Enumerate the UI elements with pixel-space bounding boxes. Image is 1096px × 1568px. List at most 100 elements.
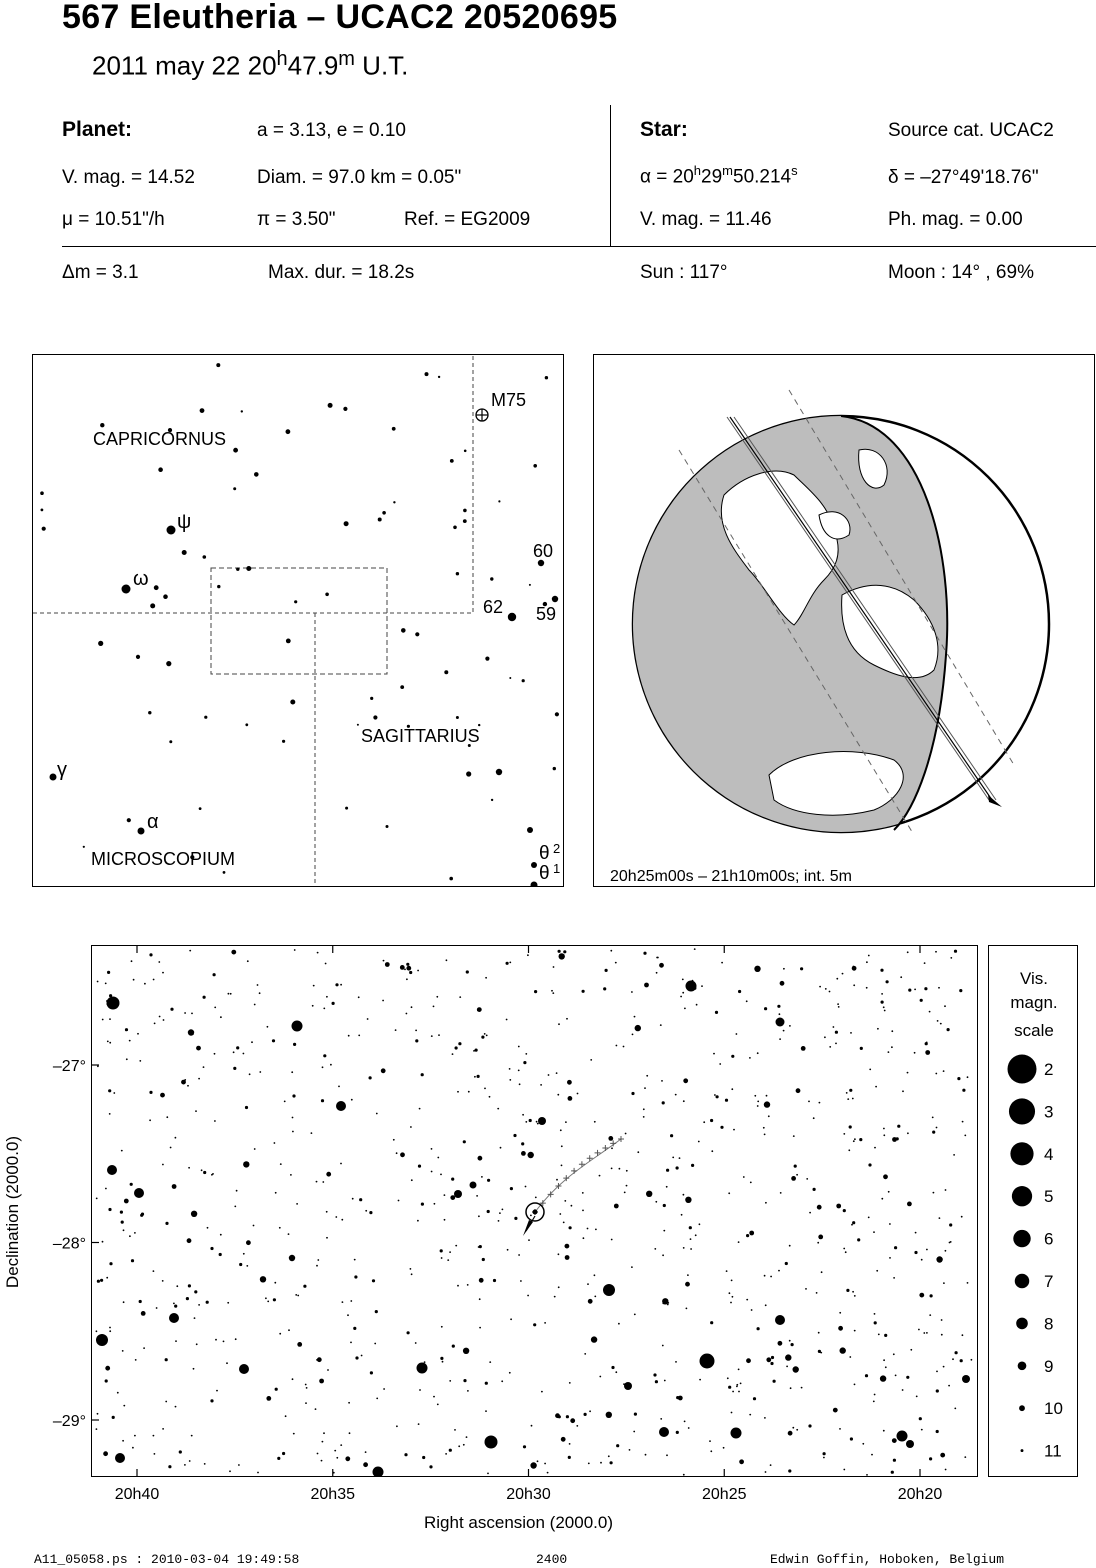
detail-star xyxy=(510,1318,512,1321)
detail-star xyxy=(106,1000,108,1002)
detail-star xyxy=(406,965,412,971)
detail-star xyxy=(737,1241,740,1243)
finder-star xyxy=(415,632,420,637)
detail-star xyxy=(325,1210,328,1213)
detail-star xyxy=(642,1116,645,1118)
detail-star xyxy=(430,1035,433,1037)
detail-star xyxy=(615,1044,618,1047)
detail-star xyxy=(889,1223,891,1225)
detail-star xyxy=(946,1028,950,1032)
detail-star xyxy=(608,1136,614,1141)
detail-star xyxy=(816,1204,822,1210)
sun-elongation: Sun : 117° xyxy=(640,262,728,283)
finder-star xyxy=(495,768,503,776)
detail-star xyxy=(731,1088,734,1091)
detail-star xyxy=(902,1090,904,1093)
planet-heading: Planet: xyxy=(62,118,133,141)
detail-star xyxy=(173,1302,175,1305)
detail-star xyxy=(100,1278,104,1282)
detail-star xyxy=(181,1079,186,1085)
detail-star xyxy=(213,1052,216,1055)
detail-star xyxy=(633,1412,638,1416)
detail-star xyxy=(266,1025,269,1028)
detail-star xyxy=(789,1025,791,1027)
detail-star xyxy=(815,1292,818,1294)
detail-star xyxy=(143,1347,145,1349)
detail-star xyxy=(326,1171,332,1177)
detail-star xyxy=(108,1113,111,1115)
detail-star xyxy=(752,1397,757,1401)
detail-star xyxy=(944,1468,947,1471)
detail-star xyxy=(782,1029,785,1032)
detail-star xyxy=(644,982,649,988)
detail-star xyxy=(552,992,555,994)
detail-star xyxy=(737,1368,740,1371)
detail-star xyxy=(292,1130,294,1133)
detail-star xyxy=(777,1340,783,1346)
detail-star xyxy=(618,1322,620,1325)
detail-star xyxy=(709,1440,711,1442)
detail-star xyxy=(764,1007,768,1011)
detail-star xyxy=(395,1152,398,1155)
detail-star xyxy=(488,1095,491,1098)
detail-star xyxy=(703,1121,706,1124)
detail-star xyxy=(420,1202,424,1206)
detail-star xyxy=(873,1321,877,1325)
detail-star xyxy=(476,1195,478,1197)
detail-star xyxy=(292,1094,296,1098)
detail-star xyxy=(164,1358,168,1362)
legend-dot xyxy=(1017,1361,1027,1371)
detail-star xyxy=(138,1299,142,1304)
detail-star xyxy=(287,1233,290,1235)
detail-star xyxy=(410,1273,413,1276)
detail-star xyxy=(867,1216,870,1219)
finder-star xyxy=(150,603,156,609)
detail-star xyxy=(738,989,742,994)
finder-star xyxy=(217,584,221,589)
x-axis-label: Right ascension (2000.0) xyxy=(424,1513,614,1532)
detail-star xyxy=(710,1118,714,1123)
detail-star xyxy=(497,1220,500,1222)
detail-star xyxy=(812,1117,815,1120)
detail-star xyxy=(414,1342,417,1344)
detail-star xyxy=(959,989,963,993)
detail-star xyxy=(628,1449,631,1451)
detail-star xyxy=(728,1192,731,1195)
detail-star xyxy=(429,1465,433,1469)
detail-star xyxy=(96,1412,99,1415)
detail-star xyxy=(447,1259,450,1261)
detail-star xyxy=(631,1091,635,1096)
detail-star xyxy=(174,1405,177,1408)
detail-star xyxy=(688,1226,692,1230)
detail-star xyxy=(689,1238,692,1240)
detail-star xyxy=(701,985,703,987)
detail-star xyxy=(293,949,296,951)
detail-star xyxy=(242,1052,245,1055)
detail-star xyxy=(194,1290,198,1294)
finder-star xyxy=(121,584,131,594)
detail-star xyxy=(219,1233,222,1236)
detail-star xyxy=(555,1072,558,1074)
detail-star xyxy=(416,1362,428,1374)
detail-star xyxy=(508,1068,511,1070)
detail-star xyxy=(336,1456,339,1459)
detail-star xyxy=(320,1459,323,1462)
detail-star xyxy=(125,1058,128,1061)
detail-star xyxy=(590,1059,593,1061)
detail-star xyxy=(926,1332,928,1334)
detail-star xyxy=(935,950,937,953)
detail-star xyxy=(288,1329,290,1332)
detail-star xyxy=(625,1184,628,1187)
detail-star xyxy=(284,1415,287,1418)
detail-star xyxy=(590,1336,598,1343)
label-60: 60 xyxy=(533,541,553,561)
detail-star xyxy=(149,1119,151,1122)
detail-star xyxy=(763,1133,766,1136)
detail-star xyxy=(418,1107,421,1110)
detail-star xyxy=(162,1163,164,1166)
detail-star xyxy=(792,1426,795,1429)
detail-star xyxy=(341,1301,344,1303)
detail-star xyxy=(796,1428,799,1431)
detail-star xyxy=(812,1187,816,1191)
detail-star xyxy=(944,1189,947,1191)
